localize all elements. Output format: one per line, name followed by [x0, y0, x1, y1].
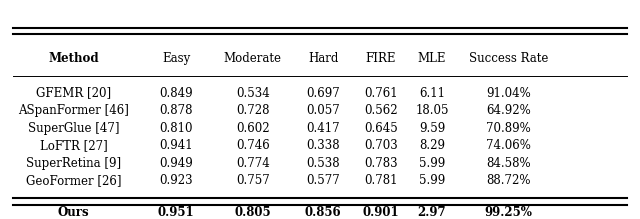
Text: Easy: Easy	[162, 51, 190, 65]
Text: 0.417: 0.417	[307, 122, 340, 135]
Text: 5.99: 5.99	[419, 174, 445, 187]
Text: 88.72%: 88.72%	[486, 174, 531, 187]
Text: 0.849: 0.849	[159, 87, 193, 100]
Text: 0.538: 0.538	[307, 157, 340, 170]
Text: 0.338: 0.338	[307, 139, 340, 152]
Text: 64.92%: 64.92%	[486, 104, 531, 117]
Text: MLE: MLE	[418, 51, 446, 65]
Text: GeoFormer [26]: GeoFormer [26]	[26, 174, 122, 187]
Text: Ours: Ours	[58, 206, 90, 219]
Text: 0.951: 0.951	[157, 206, 195, 219]
Text: 9.59: 9.59	[419, 122, 445, 135]
Text: 0.810: 0.810	[159, 122, 193, 135]
Text: Success Rate: Success Rate	[469, 51, 548, 65]
Text: LoFTR [27]: LoFTR [27]	[40, 139, 108, 152]
Text: 0.746: 0.746	[236, 139, 269, 152]
Text: 0.856: 0.856	[305, 206, 342, 219]
Text: 0.577: 0.577	[307, 174, 340, 187]
Text: 0.805: 0.805	[234, 206, 271, 219]
Text: ASpanFormer [46]: ASpanFormer [46]	[18, 104, 129, 117]
Text: 0.703: 0.703	[364, 139, 397, 152]
Text: 0.562: 0.562	[364, 104, 397, 117]
Text: 18.05: 18.05	[415, 104, 449, 117]
Text: 0.728: 0.728	[236, 104, 269, 117]
Text: 0.534: 0.534	[236, 87, 269, 100]
Text: 0.923: 0.923	[159, 174, 193, 187]
Text: 70.89%: 70.89%	[486, 122, 531, 135]
Text: 0.949: 0.949	[159, 157, 193, 170]
Text: 5.99: 5.99	[419, 157, 445, 170]
Text: 0.645: 0.645	[364, 122, 397, 135]
Text: Method: Method	[48, 51, 99, 65]
Text: 0.057: 0.057	[307, 104, 340, 117]
Text: 0.901: 0.901	[362, 206, 399, 219]
Text: 0.757: 0.757	[236, 174, 269, 187]
Text: 0.697: 0.697	[307, 87, 340, 100]
Text: GFEMR [20]: GFEMR [20]	[36, 87, 111, 100]
Text: 0.761: 0.761	[364, 87, 397, 100]
Text: SuperRetina [9]: SuperRetina [9]	[26, 157, 121, 170]
Text: 74.06%: 74.06%	[486, 139, 531, 152]
Text: 6.11: 6.11	[419, 87, 445, 100]
Text: 0.878: 0.878	[159, 104, 193, 117]
Text: Moderate: Moderate	[224, 51, 282, 65]
Text: 0.783: 0.783	[364, 157, 397, 170]
Text: 8.29: 8.29	[419, 139, 445, 152]
Text: 84.58%: 84.58%	[486, 157, 531, 170]
Text: 91.04%: 91.04%	[486, 87, 531, 100]
Text: Hard: Hard	[308, 51, 339, 65]
Text: 0.774: 0.774	[236, 157, 269, 170]
Text: 0.941: 0.941	[159, 139, 193, 152]
Text: 0.781: 0.781	[364, 174, 397, 187]
Text: FIRE: FIRE	[365, 51, 396, 65]
Text: SuperGlue [47]: SuperGlue [47]	[28, 122, 119, 135]
Text: 2.97: 2.97	[418, 206, 446, 219]
Text: 0.602: 0.602	[236, 122, 269, 135]
Text: 99.25%: 99.25%	[485, 206, 532, 219]
